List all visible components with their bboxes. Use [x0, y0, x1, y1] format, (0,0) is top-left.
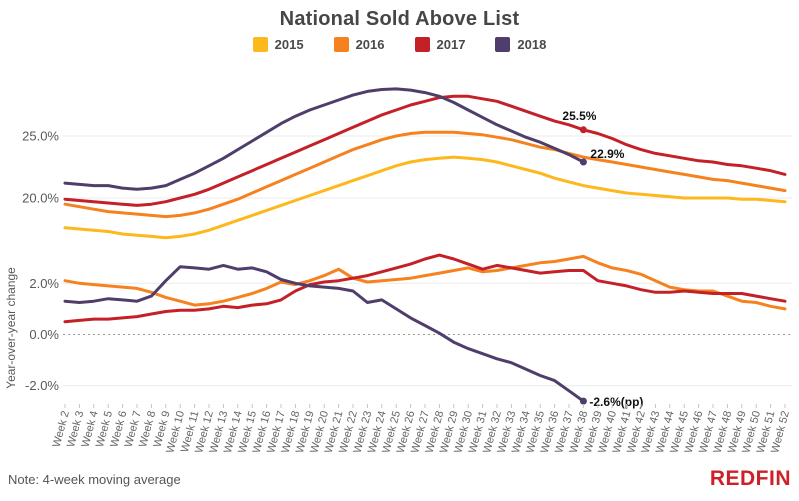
legend-label: 2016: [355, 37, 385, 52]
annotation-dot-2018: [579, 397, 587, 405]
legend-item-2018[interactable]: 2018: [495, 37, 546, 52]
y-tick-label: 25.0%: [22, 129, 59, 144]
series-line-2017: [63, 253, 787, 324]
annotation-label: 25.5%: [562, 109, 596, 123]
y-axis-label: Year-over-year change: [4, 267, 18, 389]
redfin-logo: REDFIN: [709, 467, 791, 490]
legend: 2015 2016 2017 2018: [0, 37, 799, 52]
legend-swatch-2016: [333, 37, 349, 52]
legend-swatch-2018: [495, 37, 511, 52]
y-tick-label: -2.0%: [25, 378, 59, 393]
legend-swatch-2017: [414, 37, 430, 52]
legend-label: 2017: [436, 37, 466, 52]
annotation-label: -2.6%(pp): [589, 395, 643, 409]
y-tick-label: 2.0%: [29, 276, 59, 291]
series-line-2018: [63, 87, 585, 191]
legend-item-2017[interactable]: 2017: [414, 37, 466, 52]
legend-item-2015[interactable]: 2015: [252, 37, 304, 52]
legend-swatch-2015: [252, 37, 268, 52]
series-line-2018: [63, 263, 585, 403]
legend-label: 2015: [274, 37, 304, 52]
annotation-dot-2017: [579, 126, 587, 134]
y-tick-label: 0.0%: [29, 327, 59, 342]
footnote: Note: 4-week moving average: [8, 472, 181, 487]
annotation-dot-2018: [579, 158, 587, 166]
chart-title: National Sold Above List: [279, 8, 520, 30]
series-line-2015: [63, 155, 787, 240]
legend-label: 2018: [517, 37, 547, 52]
series-line-2016: [63, 130, 787, 219]
series-line-2016: [63, 254, 787, 311]
legend-item-2016[interactable]: 2016: [333, 37, 385, 52]
y-tick-label: 20.0%: [22, 191, 59, 206]
series-line-2017: [63, 94, 787, 207]
annotation-label: 22.9%: [590, 147, 624, 161]
